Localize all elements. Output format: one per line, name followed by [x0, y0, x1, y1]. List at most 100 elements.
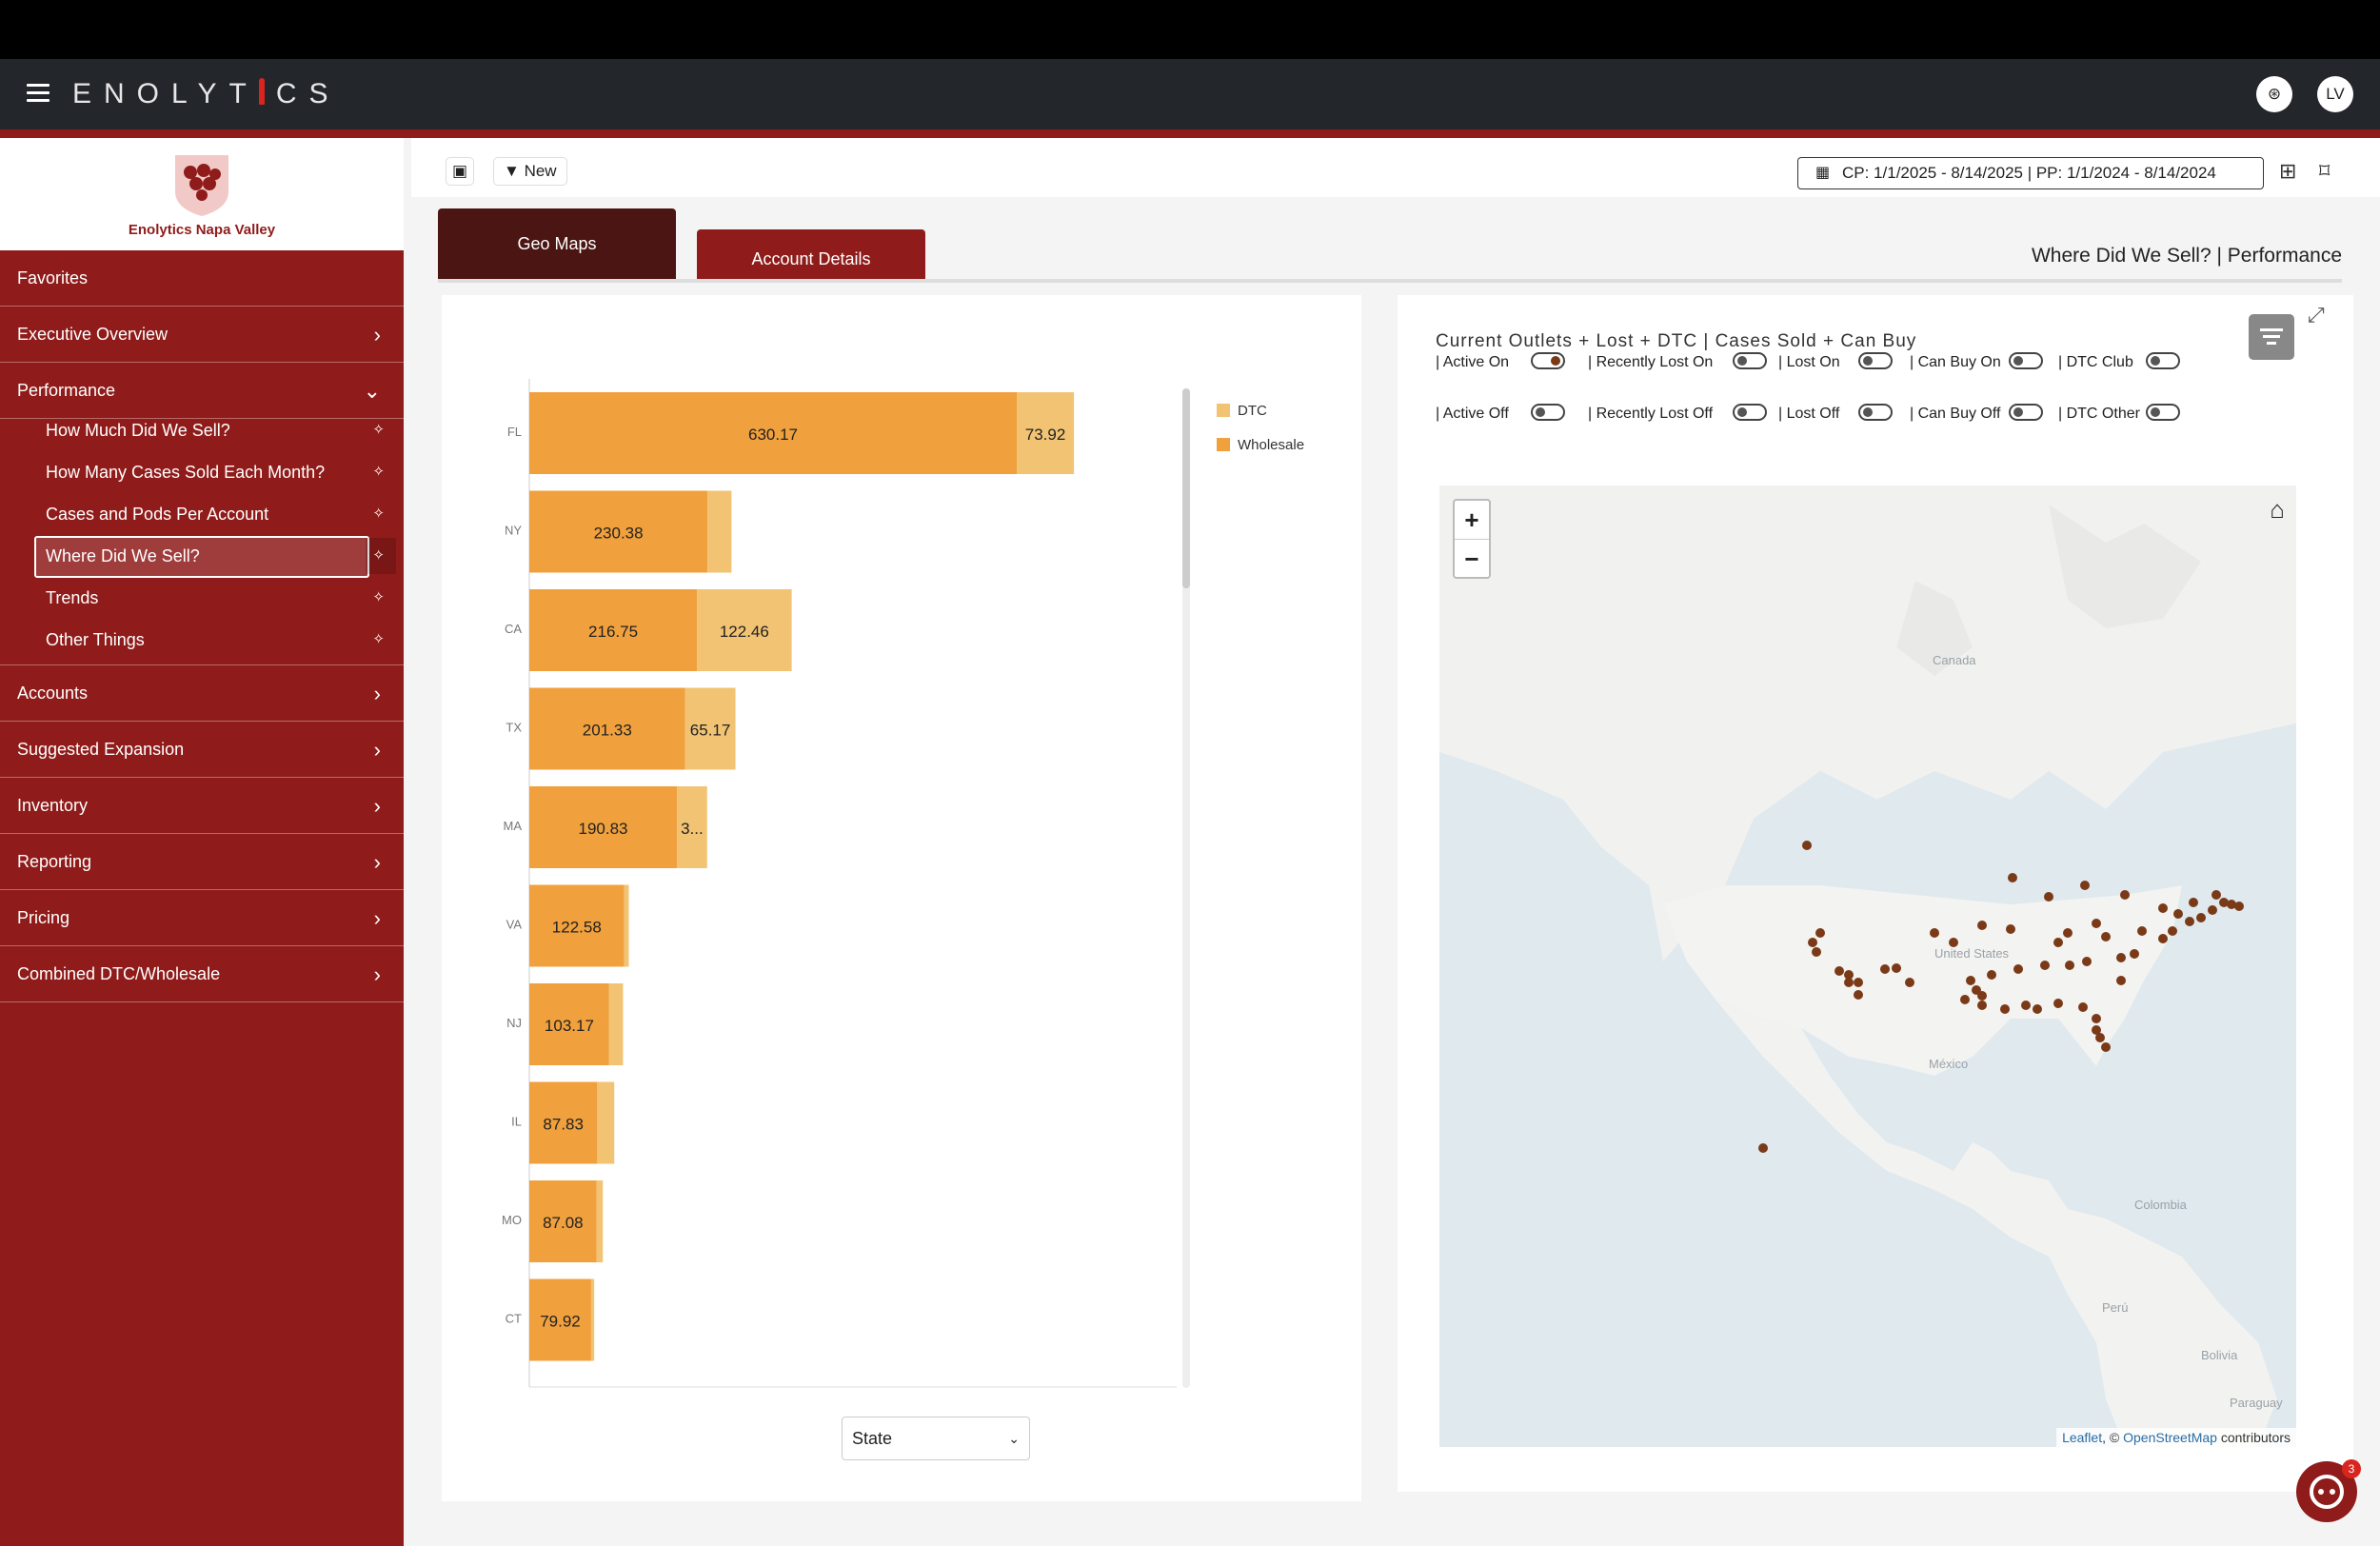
outlet-marker[interactable] — [1880, 964, 1890, 974]
legend-label-dtc[interactable]: DTC — [1238, 403, 1267, 419]
outlet-marker[interactable] — [1977, 1001, 1987, 1010]
outlet-marker[interactable] — [2092, 1025, 2101, 1035]
outlet-marker[interactable] — [2101, 1042, 2111, 1052]
bookmark-icon[interactable]: ⌑ — [2319, 159, 2330, 183]
outlet-marker[interactable] — [2092, 1014, 2101, 1023]
outlet-marker[interactable] — [1905, 978, 1914, 987]
bar-wholesale[interactable] — [529, 490, 708, 573]
sidebar-item[interactable]: Suggested Expansion › — [0, 722, 404, 778]
bar-wholesale[interactable] — [529, 983, 609, 1065]
help-icon[interactable]: ⊛ — [2256, 76, 2292, 112]
tab-geo-maps[interactable]: Geo Maps — [438, 208, 676, 279]
outlet-marker[interactable] — [1835, 966, 1844, 976]
sidebar-item[interactable]: Combined DTC/Wholesale › — [0, 946, 404, 1002]
bar-wholesale[interactable] — [529, 786, 678, 868]
outlet-marker[interactable] — [1854, 990, 1863, 1000]
new-filter-button[interactable]: ▼ New — [493, 157, 567, 186]
outlet-marker[interactable] — [1844, 978, 1854, 987]
filter-icon[interactable] — [2249, 314, 2294, 360]
toggle-switch[interactable] — [2009, 404, 2043, 421]
outlet-marker[interactable] — [1802, 841, 1812, 850]
outlet-marker[interactable] — [2158, 934, 2168, 943]
outlet-marker[interactable] — [1892, 963, 1901, 973]
outlet-marker[interactable] — [1815, 928, 1825, 938]
sidebar-subitem[interactable]: Cases and Pods Per Account ✧ — [0, 493, 404, 535]
outlet-marker[interactable] — [2065, 961, 2074, 970]
outlet-marker[interactable] — [2082, 957, 2092, 966]
chart-scrollbar-thumb[interactable] — [1182, 388, 1190, 588]
outlet-marker[interactable] — [2189, 898, 2198, 907]
outlet-marker[interactable] — [1949, 938, 1958, 947]
grouping-select[interactable]: State ⌄ — [842, 1417, 1030, 1460]
outlet-marker[interactable] — [2208, 905, 2217, 915]
chat-widget-button[interactable]: 3 — [2296, 1459, 2361, 1522]
outlet-marker[interactable] — [1930, 928, 1939, 938]
sidebar-subitem[interactable]: Where Did We Sell? ✧ — [0, 535, 404, 578]
toggle-switch[interactable] — [2146, 404, 2180, 421]
sidebar-subitem[interactable]: How Many Cases Sold Each Month? ✧ — [0, 451, 404, 493]
bar-wholesale[interactable] — [529, 589, 698, 671]
outlet-marker[interactable] — [2008, 873, 2017, 882]
bar-dtc[interactable] — [697, 589, 792, 671]
geo-map[interactable]: Canada United States México Colombia Per… — [1439, 486, 2296, 1447]
toggle-switch[interactable] — [1531, 404, 1565, 421]
outlet-marker[interactable] — [1844, 970, 1854, 980]
outlet-marker[interactable] — [2053, 938, 2063, 947]
outlet-marker[interactable] — [2080, 881, 2090, 890]
toggle-switch[interactable] — [2146, 352, 2180, 369]
sidebar-subitem[interactable]: How Much Did We Sell? ✧ — [0, 409, 404, 451]
outlet-marker[interactable] — [2219, 898, 2229, 907]
outlet-marker[interactable] — [1972, 985, 1981, 995]
bar-dtc[interactable] — [707, 490, 732, 573]
legend-label-wholesale[interactable]: Wholesale — [1238, 437, 1304, 453]
user-avatar[interactable]: LV — [2317, 76, 2353, 112]
bar-dtc[interactable] — [624, 884, 629, 967]
outlet-marker[interactable] — [2040, 961, 2050, 970]
outlet-marker[interactable] — [2063, 928, 2073, 938]
sidebar-subitem[interactable]: Other Things ✧ — [0, 619, 404, 661]
outlet-marker[interactable] — [2137, 926, 2147, 936]
outlet-marker[interactable] — [2234, 902, 2244, 911]
toggle-switch[interactable] — [1858, 352, 1893, 369]
outlet-marker[interactable] — [2173, 909, 2183, 919]
bar-dtc[interactable] — [1017, 392, 1075, 474]
leaflet-link[interactable]: Leaflet — [2062, 1430, 2103, 1445]
bar-wholesale[interactable] — [529, 1278, 591, 1361]
bar-wholesale[interactable] — [529, 392, 1018, 474]
toggle-switch[interactable] — [1733, 404, 1767, 421]
outlet-marker[interactable] — [1808, 938, 1817, 947]
pin-icon[interactable]: ✧ — [372, 547, 385, 564]
sidebar-item[interactable]: Inventory › — [0, 778, 404, 834]
outlet-marker[interactable] — [2120, 890, 2130, 900]
outlet-marker[interactable] — [2211, 890, 2221, 900]
sidebar-item[interactable]: Pricing › — [0, 890, 404, 946]
outlet-marker[interactable] — [2092, 919, 2101, 928]
page-icon[interactable]: ▣ — [446, 157, 474, 186]
expand-icon[interactable]: ⤢ — [2308, 303, 2325, 327]
outlet-marker[interactable] — [2168, 926, 2177, 936]
outlet-marker[interactable] — [1758, 1143, 1768, 1153]
outlet-marker[interactable] — [2185, 917, 2194, 926]
outlet-marker[interactable] — [1987, 970, 1996, 980]
pin-icon[interactable]: ✧ — [372, 631, 385, 647]
pin-icon[interactable]: ✧ — [372, 589, 385, 605]
outlet-marker[interactable] — [1960, 995, 1970, 1004]
bar-dtc[interactable] — [677, 786, 707, 868]
pin-icon[interactable]: ✧ — [372, 505, 385, 522]
outlet-marker[interactable] — [1966, 976, 1975, 985]
outlet-marker[interactable] — [2158, 903, 2168, 913]
sidebar-item[interactable]: Accounts › — [0, 665, 404, 722]
outlet-marker[interactable] — [2078, 1002, 2088, 1012]
menu-icon[interactable] — [27, 84, 50, 103]
pin-icon[interactable]: ✧ — [372, 464, 385, 480]
outlet-marker[interactable] — [1812, 947, 1821, 957]
home-icon[interactable]: ⌂ — [2270, 495, 2285, 524]
sidebar-item[interactable]: Executive Overview › — [0, 307, 404, 363]
pin-icon[interactable]: ✧ — [372, 422, 385, 438]
outlet-marker[interactable] — [2053, 999, 2063, 1008]
bar-dtc[interactable] — [608, 983, 624, 1065]
outlet-marker[interactable] — [2130, 949, 2139, 959]
sidebar-item[interactable]: Favorites — [0, 250, 404, 307]
zoom-out-button[interactable]: − — [1455, 539, 1489, 577]
outlet-marker[interactable] — [2101, 932, 2111, 941]
